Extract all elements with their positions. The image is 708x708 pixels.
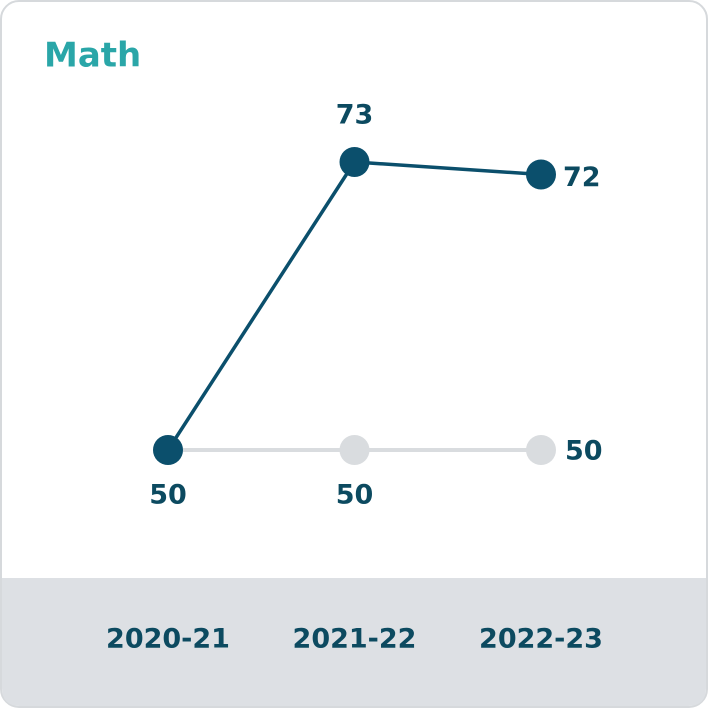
category-band [2, 578, 706, 706]
data-label: 72 [563, 162, 601, 193]
data-point [339, 435, 370, 465]
data-point [153, 435, 183, 465]
data-point [339, 147, 370, 177]
chart-title: Math [44, 36, 141, 76]
data-label: 50 [149, 480, 187, 511]
data-label: 73 [336, 100, 374, 131]
x-tick-label: 2021-22 [293, 624, 417, 655]
data-point [526, 159, 556, 190]
data-label: 50 [336, 480, 374, 511]
x-tick-label: 2020-21 [106, 624, 230, 655]
data-label: 50 [565, 436, 603, 467]
data-point [526, 435, 556, 465]
x-tick-label: 2022-23 [479, 624, 603, 655]
